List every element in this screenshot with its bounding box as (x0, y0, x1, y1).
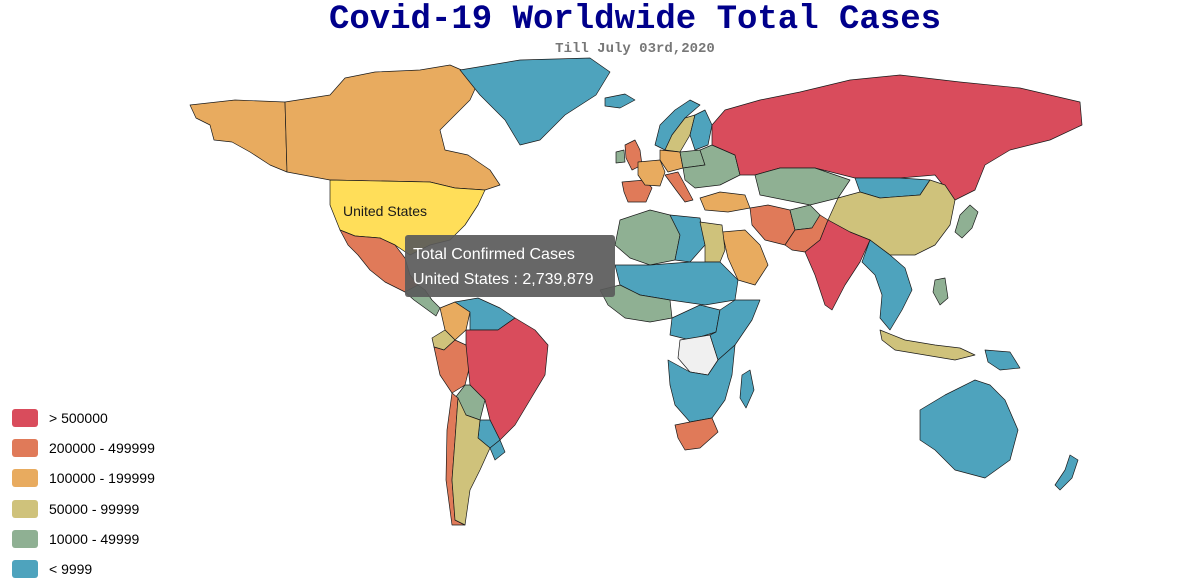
region-turkey[interactable]: Turkey (699, 191, 751, 213)
page-title: Covid-19 Worldwide Total Cases (328, 1, 942, 39)
region-east-africa[interactable]: East Africa (709, 299, 761, 361)
legend-swatch (12, 439, 38, 458)
legend-swatch (12, 529, 38, 548)
legend-swatch (12, 560, 38, 579)
region-ireland[interactable]: Ireland (615, 149, 626, 164)
region-new-zealand[interactable]: New Zealand (1054, 454, 1079, 491)
region-north-africa-west[interactable]: North Africa West (614, 209, 681, 266)
region-italy[interactable]: Italy (664, 171, 694, 203)
region-southeast-asia[interactable]: Southeast Asia (861, 239, 913, 331)
region-india[interactable]: India (804, 219, 871, 311)
region-japan[interactable]: Japan (954, 204, 979, 239)
country-tooltip: Total Confirmed Cases United States : 2,… (405, 235, 615, 297)
legend-label: < 9999 (49, 561, 93, 578)
region-papua-new-guinea[interactable]: Papua New Guinea (984, 349, 1021, 371)
tooltip-value: United States : 2,739,879 (413, 271, 594, 288)
region-philippines[interactable]: Philippines (932, 277, 949, 306)
legend-item[interactable]: < 9999 (12, 554, 155, 584)
region-iceland[interactable]: Iceland (604, 93, 636, 109)
region-saudi-arabia[interactable]: Saudi Arabia (721, 229, 769, 286)
tooltip-title: Total Confirmed Cases (413, 246, 575, 263)
region-indonesia[interactable]: Indonesia (879, 329, 976, 361)
region-germany[interactable]: Germany (659, 149, 684, 173)
highlighted-country-label: United States (343, 203, 428, 219)
legend-label: 100000 - 199999 (49, 470, 155, 487)
legend-item[interactable]: > 500000 (12, 403, 155, 433)
legend-label: 200000 - 499999 (49, 440, 155, 457)
legend-label: > 500000 (49, 410, 108, 427)
countries-layer[interactable]: Alaska Canada Greenland United States Me… (189, 57, 1083, 526)
legend-swatch (12, 409, 38, 428)
legend-item[interactable]: 100000 - 199999 (12, 463, 155, 493)
region-greenland[interactable]: Greenland (459, 57, 611, 146)
region-finland[interactable]: Finland (689, 109, 713, 151)
legend-item[interactable]: 50000 - 99999 (12, 494, 155, 524)
legend-label: 50000 - 99999 (49, 500, 140, 517)
page-subtitle: Till July 03rd,2020 (555, 41, 715, 57)
legend-item[interactable]: 10000 - 49999 (12, 524, 155, 554)
region-canada[interactable]: Canada (284, 64, 501, 191)
region-argentina[interactable]: Argentina (451, 397, 491, 526)
region-alaska[interactable]: Alaska (189, 99, 288, 173)
map-legend: > 500000 200000 - 499999 100000 - 199999… (12, 403, 155, 584)
region-madagascar[interactable]: Madagascar (739, 369, 755, 409)
region-australia[interactable]: Australia (919, 379, 1019, 479)
legend-item[interactable]: 200000 - 499999 (12, 433, 155, 463)
legend-swatch (12, 499, 38, 518)
region-iran[interactable]: Iran (749, 204, 796, 246)
region-kazakhstan[interactable]: Kazakhstan (754, 167, 851, 206)
region-southern-africa[interactable]: Southern Africa (667, 344, 736, 423)
legend-swatch (12, 469, 38, 488)
legend-label: 10000 - 49999 (49, 530, 140, 547)
region-south-africa[interactable]: South Africa (674, 417, 719, 451)
region-uruguay[interactable]: Uruguay (489, 439, 506, 461)
